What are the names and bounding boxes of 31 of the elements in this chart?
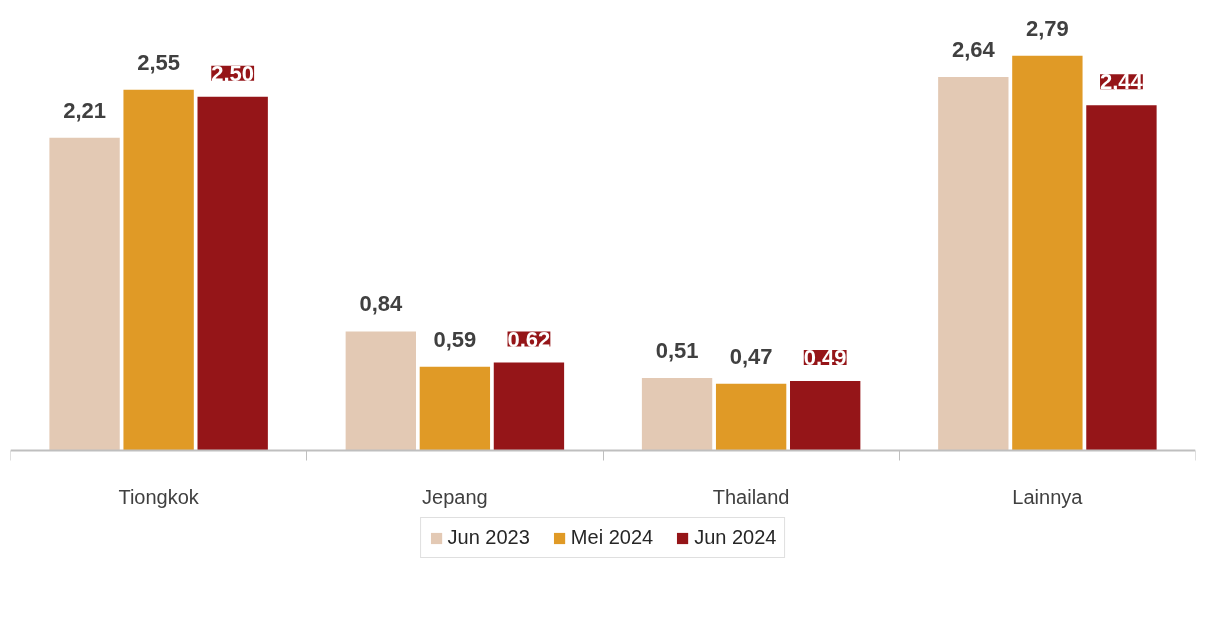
data-label: 2,79 bbox=[1025, 15, 1069, 41]
legend-label: Mei 2024 bbox=[570, 526, 654, 549]
data-label: 0,62 bbox=[507, 326, 551, 352]
x-tick-label: Lainnya bbox=[1012, 486, 1084, 509]
data-label: 2,44 bbox=[1100, 69, 1144, 95]
legend-label: Jun 2024 bbox=[694, 526, 777, 549]
data-label: 2,64 bbox=[951, 37, 996, 63]
data-label: 0,84 bbox=[359, 291, 403, 317]
bar bbox=[123, 89, 194, 451]
data-label: 2,21 bbox=[63, 97, 106, 123]
bar bbox=[1086, 105, 1157, 451]
bar bbox=[197, 96, 268, 451]
bar bbox=[345, 331, 416, 451]
data-label: 0,59 bbox=[433, 326, 477, 352]
bar bbox=[493, 362, 565, 451]
bar bbox=[715, 383, 787, 451]
x-tick-label: Jepang bbox=[422, 486, 488, 509]
bar bbox=[1012, 55, 1083, 451]
x-tick-label: Tiongkok bbox=[118, 486, 200, 509]
data-label: 0,51 bbox=[655, 338, 699, 364]
legend-label: Jun 2023 bbox=[447, 526, 530, 549]
data-label: 0,47 bbox=[729, 343, 773, 369]
data-label: 2,50 bbox=[211, 60, 255, 86]
bar bbox=[938, 77, 1009, 451]
data-label: 2,55 bbox=[137, 49, 181, 75]
data-label: 0,49 bbox=[803, 344, 847, 370]
bar bbox=[790, 380, 861, 451]
bar bbox=[49, 137, 120, 451]
bar bbox=[419, 366, 491, 451]
bar bbox=[641, 378, 713, 451]
x-tick-label: Thailand bbox=[712, 486, 790, 509]
